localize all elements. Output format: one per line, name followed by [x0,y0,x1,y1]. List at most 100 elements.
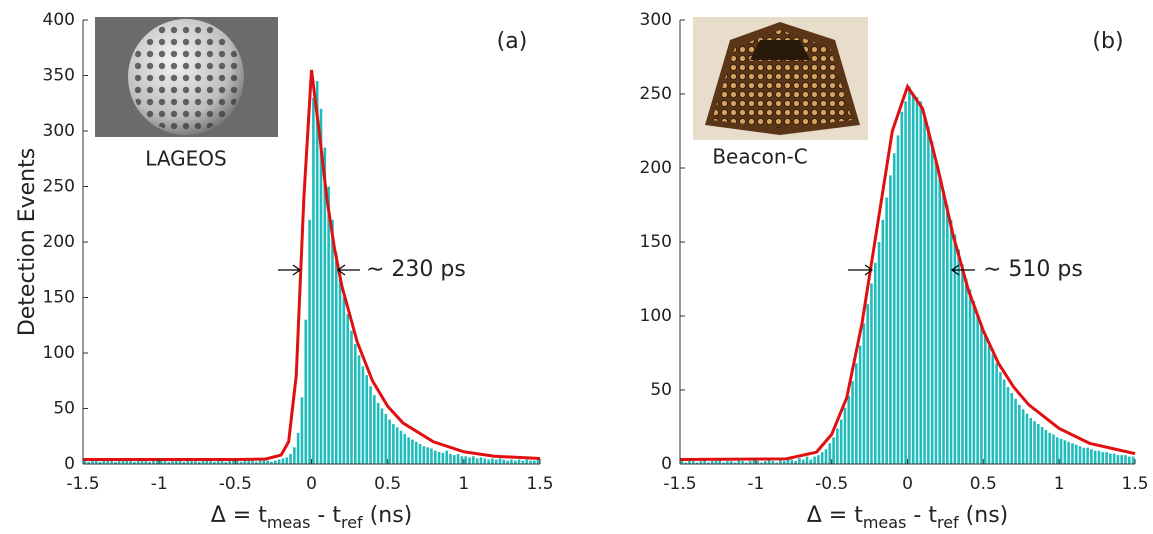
bar [764,461,767,464]
bar [289,454,292,464]
bar [1055,437,1059,464]
bar [908,86,911,464]
x-tick-label: -0.5 [815,474,848,494]
y-tick-label: 250 [43,177,75,197]
x-tick-label: -1 [151,474,168,494]
bar [1097,450,1101,464]
bar [194,460,197,464]
bar [957,249,960,464]
bar [243,459,247,464]
x-tick-label: 0 [306,474,317,494]
arrow [336,264,360,276]
y-tick-label: 350 [43,66,75,86]
bar [209,460,212,464]
bar [159,460,163,464]
x-tick-label: -1 [747,474,764,494]
bar [95,460,98,464]
bar [729,461,733,464]
arrow [848,264,874,276]
bar [741,461,744,464]
bar [847,395,851,464]
bar [745,462,748,464]
x-axis-label-part: (ns) [363,503,413,528]
bar [140,459,144,464]
bar [824,449,828,464]
bar [923,116,926,464]
bar [855,363,858,464]
bar [1018,404,1021,464]
bar [144,460,148,464]
bar [737,459,741,464]
bar [938,175,942,464]
bar [369,386,372,464]
bar [266,460,270,464]
panel: 0 50 100 150 200 250 300 350 400 -1.5 -1 -0.5 0 0.5 1 1… [15,10,554,532]
bar [976,316,979,464]
bar [517,459,521,464]
bar [1074,444,1078,464]
y-tick-label: 50 [53,399,75,419]
fit-curve [679,83,1136,462]
bar [889,175,892,464]
x-tick-label: 1.5 [526,474,553,494]
bar [502,459,506,464]
bar [136,460,140,464]
bar [220,459,224,464]
bar [300,397,304,464]
bar [315,81,319,465]
bar [1037,424,1040,464]
x-tick-label: -1.5 [66,474,99,494]
bar [338,275,342,464]
bar [129,458,132,464]
bar [688,459,691,464]
bar [536,459,540,464]
bar [699,461,703,464]
bar [775,462,778,464]
bar [532,460,536,464]
bar [953,234,957,464]
bar [1021,409,1025,464]
bar [1128,456,1131,464]
fwhm-arrows [278,264,975,276]
bar [1086,447,1089,464]
bar [175,458,178,464]
bar [915,96,919,465]
bar [445,450,448,464]
bar [968,289,972,464]
bar [110,459,113,464]
bar [270,461,273,464]
bar [858,345,862,464]
x-tick-label: 1 [458,474,469,494]
bar [892,153,896,464]
bar [91,459,94,464]
bar [813,456,816,464]
bar [877,242,881,464]
bar [942,190,945,464]
bar [247,460,250,464]
bar [453,455,456,464]
y-tick-label: 150 [640,232,672,252]
bar [839,419,843,464]
bar [786,458,790,464]
bar [281,458,285,464]
image-caption: LAGEOS [145,147,227,171]
x-tick-label: 1 [1054,474,1065,494]
bar [346,314,349,464]
bar [703,459,706,464]
bar [491,458,494,464]
bar [114,461,117,464]
x-tick-label: 1.5 [1121,474,1148,494]
bar [1082,447,1086,464]
image-caption: Beacon-C [712,145,807,169]
bar [155,460,159,464]
bar [506,460,509,464]
bar [228,460,231,464]
y-tick-label: 400 [43,10,75,30]
bar [117,460,121,464]
bar [334,253,338,464]
bar [293,447,296,464]
bar [801,459,805,464]
bar [296,432,300,464]
bar [949,219,953,464]
panel: 0 50 100 150 200 250 300 -1.5 -1 -0.5 0 0.5 1 1.5 Δ = … [640,10,1149,532]
